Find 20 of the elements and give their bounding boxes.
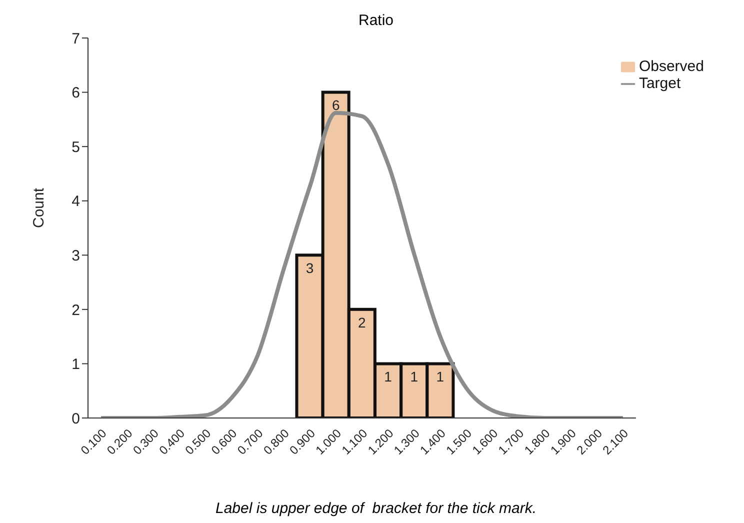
y-tick-label: 0 bbox=[72, 410, 80, 428]
y-axis-title: Count bbox=[30, 187, 48, 228]
y-tick-label: 6 bbox=[72, 84, 80, 102]
line-series bbox=[99, 110, 625, 418]
chart-title: Ratio bbox=[357, 12, 395, 29]
text: Label is upper edge of bracket for the tick mark. bbox=[214, 500, 538, 517]
y-tick-label: 5 bbox=[72, 138, 80, 156]
data-label: 1 bbox=[436, 368, 444, 385]
y-tick-label: 3 bbox=[72, 247, 80, 264]
legend-label: Observed bbox=[638, 58, 704, 75]
y-tick-label: 7 bbox=[72, 30, 80, 48]
y-tick-label: 2 bbox=[72, 302, 80, 319]
data-label: 1 bbox=[384, 368, 392, 385]
data-label: 6 bbox=[332, 97, 340, 114]
data-label: 2 bbox=[358, 314, 366, 330]
y-tick-label: 1 bbox=[72, 356, 80, 374]
legend-label: Target bbox=[638, 75, 681, 92]
y-tick-label: 4 bbox=[72, 193, 80, 210]
data-label: 1 bbox=[410, 368, 418, 385]
data-label: 3 bbox=[306, 260, 314, 276]
